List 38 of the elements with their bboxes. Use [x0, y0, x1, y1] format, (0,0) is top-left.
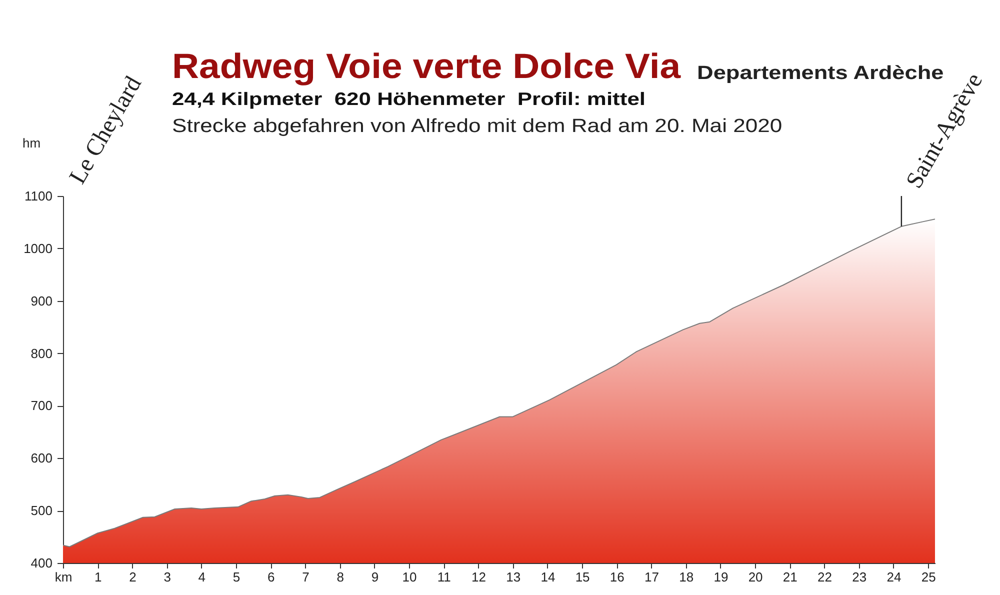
x-tick-label: 23: [852, 570, 867, 584]
x-tick-label: 13: [506, 570, 521, 584]
y-tick-label: 500: [30, 503, 52, 518]
x-tick-label: 14: [540, 570, 556, 584]
x-tick-label: 9: [371, 570, 379, 584]
y-tick-label: 700: [30, 398, 52, 414]
x-tick-label: 15: [575, 570, 590, 584]
x-tick-label: 21: [782, 570, 798, 584]
x-tick-label: 16: [610, 570, 624, 584]
chart-title: Radweg Voie verte Dolce Via: [172, 46, 681, 86]
y-tick-label: 400: [30, 556, 52, 570]
x-tick-label: 11: [437, 570, 451, 584]
x-tick-label: 10: [402, 570, 417, 584]
x-tick-label: 5: [232, 570, 240, 584]
x-tick-label: 22: [818, 570, 832, 584]
x-tick-label: 25: [921, 570, 936, 584]
x-tick-label: 1: [94, 570, 102, 584]
y-axis-title: hm: [22, 136, 41, 150]
text: Strecke abgefahren von Alfredo mit dem Rad am 20. Mai 2020: [172, 116, 782, 136]
chart-subtitle: 24,4 Kilpmeter 620 Höhenmeter Profil: mittel: [172, 89, 646, 110]
x-tick-label: 2: [129, 570, 136, 584]
x-tick-label: 12: [472, 570, 486, 584]
x-tick-label: 4: [198, 570, 206, 584]
y-tick-label: 600: [30, 450, 52, 466]
y-tick-label: 1100: [24, 188, 52, 204]
x-tick-label: 20: [748, 570, 763, 584]
x-tick-label: 6: [268, 570, 275, 584]
x-tick-label: 8: [336, 570, 344, 584]
x-tick-label: 19: [714, 570, 728, 584]
x-tick-label: 3: [164, 570, 171, 584]
x-tick-label: 7: [302, 570, 310, 584]
y-tick-label: 900: [30, 293, 52, 308]
x-tick-label: km: [54, 570, 72, 584]
x-tick-label: 18: [679, 570, 694, 584]
y-tick-label: 800: [30, 346, 52, 361]
x-tick-label: 17: [644, 570, 659, 584]
y-tick-label: 1000: [24, 240, 52, 256]
x-tick-label: 24: [886, 570, 902, 584]
